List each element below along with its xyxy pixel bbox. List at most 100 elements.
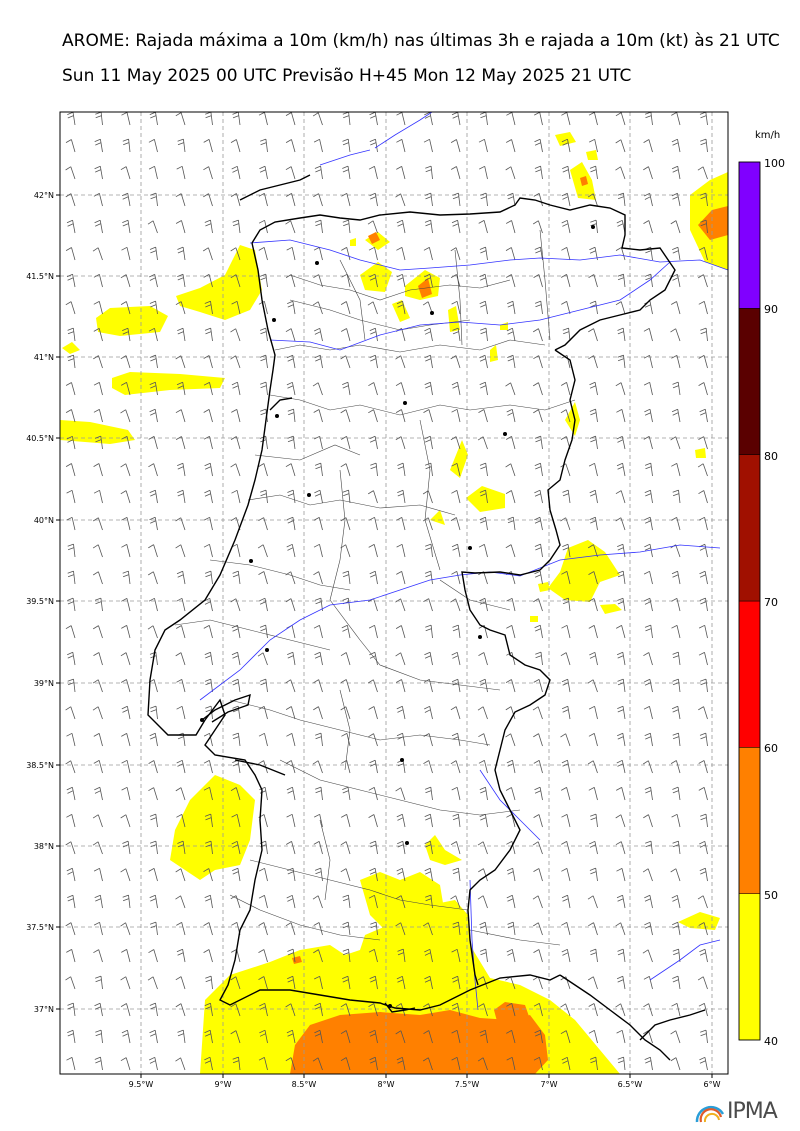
wind-barb <box>478 138 488 153</box>
wind-barb <box>65 706 76 720</box>
wind-barb <box>699 1056 708 1071</box>
wind-barb <box>94 138 103 153</box>
wind-barb <box>285 463 296 477</box>
wind-barb <box>560 652 571 666</box>
wind-barb <box>203 760 213 774</box>
wind-barb <box>617 705 626 720</box>
wind-barb <box>313 274 323 288</box>
wind-barb <box>369 435 378 450</box>
wind-barb <box>532 706 543 720</box>
wind-barb <box>644 786 653 801</box>
wind-barb <box>259 597 268 612</box>
wind-barb <box>148 139 158 153</box>
wind-barb <box>203 949 213 963</box>
wind-barb <box>588 328 598 342</box>
wind-barb <box>422 517 433 531</box>
wind-barb <box>452 624 461 639</box>
wind-barb <box>149 516 158 531</box>
lat-label-38-5n: 38.5°N <box>26 761 54 770</box>
wind-barb <box>121 786 131 801</box>
wind-barb <box>534 543 543 558</box>
wind-barb <box>286 381 296 396</box>
wind-barb <box>396 813 406 828</box>
wind-barb <box>561 301 571 315</box>
wind-barb <box>177 489 186 504</box>
wind-barb <box>286 894 296 909</box>
wind-barb <box>94 597 103 612</box>
wind-barb <box>147 976 158 990</box>
wind-barb <box>175 517 186 531</box>
wind-barb <box>121 733 131 747</box>
wind-barb <box>700 219 708 234</box>
wind-barb <box>562 543 571 558</box>
wind-barb <box>423 598 433 612</box>
wind-barb <box>396 571 406 585</box>
wind-barb <box>175 355 186 369</box>
wind-barb <box>424 435 433 450</box>
wind-barb <box>150 192 158 207</box>
wind-barb <box>425 894 433 909</box>
wind-barb <box>313 922 323 936</box>
wind-barb <box>175 301 186 315</box>
wind-barb <box>93 301 103 315</box>
wind-barb <box>66 516 76 531</box>
wind-barb <box>589 435 598 450</box>
wind-barb <box>395 382 406 396</box>
wind-barb <box>451 300 461 315</box>
wind-barb <box>506 597 516 612</box>
wind-barb <box>149 408 158 423</box>
wind-barb <box>232 219 241 234</box>
wind-barb <box>534 786 543 801</box>
wind-barb <box>697 274 708 288</box>
wind-barb <box>534 570 543 585</box>
wind-barb <box>506 814 516 828</box>
rivers <box>199 112 728 1011</box>
wind-barb <box>589 300 598 315</box>
lon-label-7w: 7°W <box>541 1080 558 1089</box>
wind-barb <box>424 327 433 342</box>
wind-barb <box>367 220 378 234</box>
wind-barb <box>588 787 598 801</box>
wind-barb <box>452 192 461 207</box>
wind-barb <box>368 382 378 396</box>
wind-barb <box>177 138 186 153</box>
wind-barb <box>507 354 516 369</box>
lat-lon-grid <box>60 112 728 1074</box>
wind-barb <box>450 247 461 261</box>
wind-barb <box>422 490 433 504</box>
wind-barb <box>615 166 626 180</box>
wind-barb <box>671 1003 681 1017</box>
wind-barb <box>616 409 626 423</box>
wind-barb <box>615 517 626 531</box>
wind-barb <box>452 813 461 828</box>
wind-barb <box>451 1056 461 1071</box>
wind-barb <box>615 814 626 828</box>
wind-barb <box>561 787 571 801</box>
wind-barb <box>451 381 461 396</box>
wind-barb <box>67 597 76 612</box>
wind-barb <box>231 409 241 423</box>
wind-barb <box>450 139 461 153</box>
wind-barb <box>150 705 158 720</box>
wind-barb <box>203 355 213 369</box>
wind-barb <box>479 273 488 288</box>
lat-label-41-5n: 41.5°N <box>26 272 54 281</box>
wind-barb <box>342 948 351 963</box>
wind-barb <box>670 1057 681 1071</box>
wind-barb <box>313 571 323 585</box>
wind-barb <box>204 678 213 693</box>
wind-barb <box>615 490 626 504</box>
wind-barb <box>148 165 158 180</box>
lon-label-6w: 6°W <box>704 1080 721 1089</box>
wind-barb <box>588 705 598 720</box>
wind-barb <box>478 1003 488 1017</box>
wind-barb <box>450 841 461 855</box>
wind-barb <box>93 760 103 774</box>
wind-barb <box>121 192 131 207</box>
wind-barb <box>368 516 378 531</box>
wind-barb <box>506 436 516 450</box>
wind-barb <box>478 760 488 774</box>
wind-barb <box>451 571 461 585</box>
wind-barb <box>93 193 103 207</box>
wind-barb <box>312 382 323 396</box>
